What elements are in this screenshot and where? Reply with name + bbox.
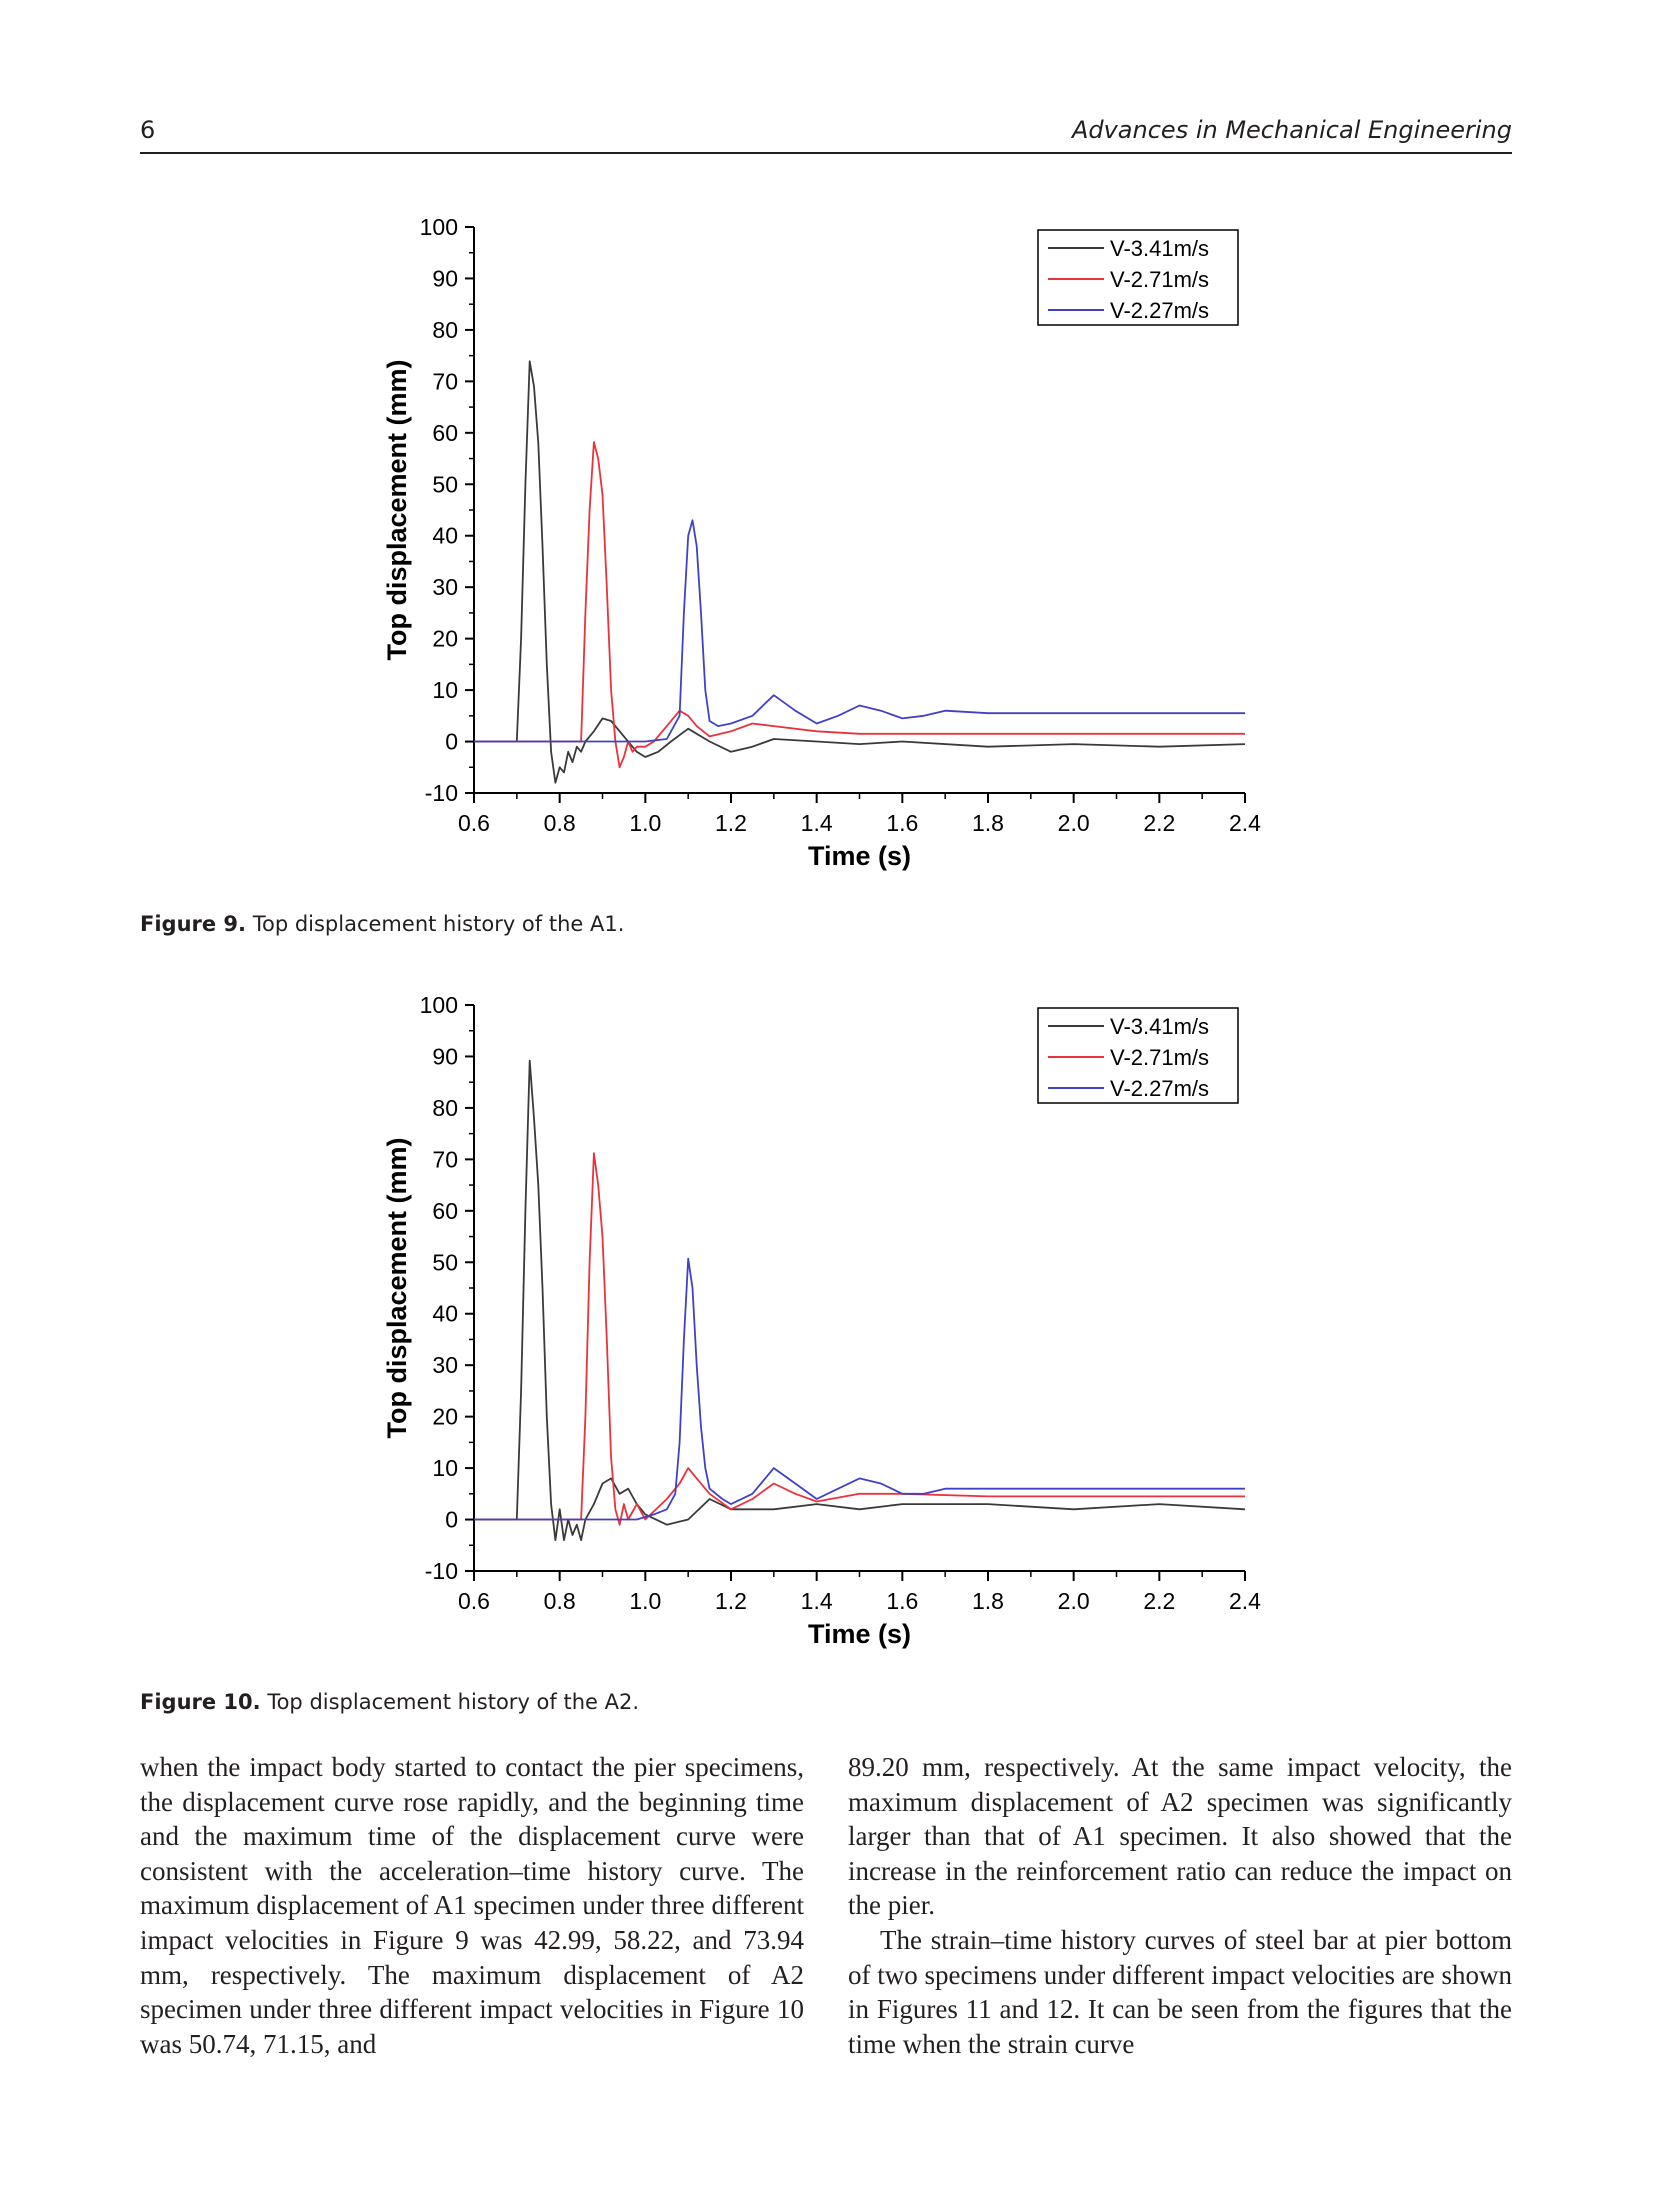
x-tick-label: 2.2 bbox=[1143, 1588, 1175, 1614]
x-axis-label: Time (s) bbox=[808, 841, 911, 871]
x-tick-label: 0.6 bbox=[458, 810, 490, 836]
y-tick-label: 50 bbox=[432, 471, 458, 497]
x-tick-label: 1.8 bbox=[972, 1588, 1004, 1614]
body-paragraph: The strain–time history curves of steel … bbox=[848, 1924, 1512, 2059]
x-tick-label: 2.0 bbox=[1058, 810, 1090, 836]
legend-entry: V-3.41m/s bbox=[1110, 1014, 1209, 1039]
legend-entry: V-2.71m/s bbox=[1110, 1045, 1209, 1070]
y-tick-label: 40 bbox=[432, 1301, 458, 1327]
figure-10-caption: Figure 10. Top displacement history of t… bbox=[140, 1690, 639, 1714]
x-tick-label: 1.4 bbox=[801, 1588, 833, 1614]
journal-title: Advances in Mechanical Engineering bbox=[1071, 116, 1512, 144]
y-tick-label: 80 bbox=[432, 317, 458, 343]
page-number: 6 bbox=[140, 116, 156, 144]
x-tick-label: 0.8 bbox=[544, 1588, 576, 1614]
x-tick-label: 0.6 bbox=[458, 1588, 490, 1614]
y-tick-label: 0 bbox=[445, 1507, 458, 1533]
x-tick-label: 1.0 bbox=[629, 1588, 661, 1614]
y-tick-label: 100 bbox=[420, 992, 458, 1018]
x-tick-label: 1.6 bbox=[886, 1588, 918, 1614]
legend-entry: V-2.27m/s bbox=[1110, 1076, 1209, 1101]
y-tick-label: 90 bbox=[432, 1043, 458, 1069]
y-tick-label: 90 bbox=[432, 265, 458, 291]
y-tick-label: 30 bbox=[432, 574, 458, 600]
y-tick-label: 40 bbox=[432, 523, 458, 549]
x-tick-label: 1.2 bbox=[715, 810, 747, 836]
figure-10-label: Figure 10. bbox=[140, 1690, 261, 1714]
y-tick-label: 10 bbox=[432, 1455, 458, 1481]
y-tick-label: 0 bbox=[445, 729, 458, 755]
legend-entry: V-2.71m/s bbox=[1110, 267, 1209, 292]
series-line bbox=[474, 1059, 1246, 1541]
y-tick-label: 50 bbox=[432, 1249, 458, 1275]
y-tick-label: 100 bbox=[420, 214, 458, 240]
x-tick-label: 2.4 bbox=[1229, 810, 1261, 836]
x-tick-label: 0.8 bbox=[544, 810, 576, 836]
running-header: 6 Advances in Mechanical Engineering bbox=[140, 112, 1512, 154]
figure-9-label: Figure 9. bbox=[140, 912, 247, 936]
y-tick-label: -10 bbox=[425, 780, 458, 806]
y-tick-label: 70 bbox=[432, 368, 458, 394]
series-line bbox=[474, 441, 1245, 769]
y-tick-label: 10 bbox=[432, 677, 458, 703]
x-axis-label: Time (s) bbox=[808, 1619, 911, 1649]
y-axis-label: Top displacement (mm) bbox=[382, 1137, 412, 1438]
y-tick-label: 20 bbox=[432, 626, 458, 652]
x-tick-label: 1.6 bbox=[886, 810, 918, 836]
y-axis-label: Top displacement (mm) bbox=[382, 359, 412, 660]
x-tick-label: 1.2 bbox=[715, 1588, 747, 1614]
legend-entry: V-2.27m/s bbox=[1110, 298, 1209, 323]
figure-10-chart: -10 0 10 20 30 40 50 60 70 80 90 100 0.6 0.8 1.0 1.2 1.4… bbox=[382, 992, 1261, 1649]
y-tick-label: 60 bbox=[432, 1198, 458, 1224]
y-tick-label: 30 bbox=[432, 1352, 458, 1378]
body-paragraph: when the impact body started to contact … bbox=[140, 1752, 804, 2059]
series-line bbox=[474, 519, 1245, 743]
series-line bbox=[474, 1152, 1245, 1526]
figure-10-caption-text: Top displacement history of the A2. bbox=[267, 1690, 640, 1714]
y-tick-label: 20 bbox=[432, 1404, 458, 1430]
body-paragraph: 89.20 mm, respectively. At the same impa… bbox=[848, 1752, 1512, 1921]
legend-entry: V-3.41m/s bbox=[1110, 236, 1209, 261]
series-line bbox=[474, 360, 1246, 784]
y-tick-label: 80 bbox=[432, 1095, 458, 1121]
x-tick-label: 1.8 bbox=[972, 810, 1004, 836]
body-right-column: 89.20 mm, respectively. At the same impa… bbox=[848, 1750, 1512, 2061]
figure-9-chart: -10 0 10 20 30 40 50 60 70 80 90 100 0.6 0.8 1.0 1.2 1.4… bbox=[382, 214, 1261, 871]
x-tick-label: 1.0 bbox=[629, 810, 661, 836]
y-tick-label: -10 bbox=[425, 1558, 458, 1584]
x-tick-label: 2.2 bbox=[1143, 810, 1175, 836]
x-tick-label: 2.4 bbox=[1229, 1588, 1261, 1614]
x-tick-label: 1.4 bbox=[801, 810, 833, 836]
figure-9-caption-text: Top displacement history of the A1. bbox=[252, 912, 625, 936]
y-tick-label: 70 bbox=[432, 1146, 458, 1172]
body-left-column: when the impact body started to contact … bbox=[140, 1750, 804, 2061]
x-tick-label: 2.0 bbox=[1058, 1588, 1090, 1614]
figure-9-caption: Figure 9. Top displacement history of th… bbox=[140, 912, 624, 936]
series-line bbox=[474, 1257, 1245, 1521]
y-tick-label: 60 bbox=[432, 420, 458, 446]
